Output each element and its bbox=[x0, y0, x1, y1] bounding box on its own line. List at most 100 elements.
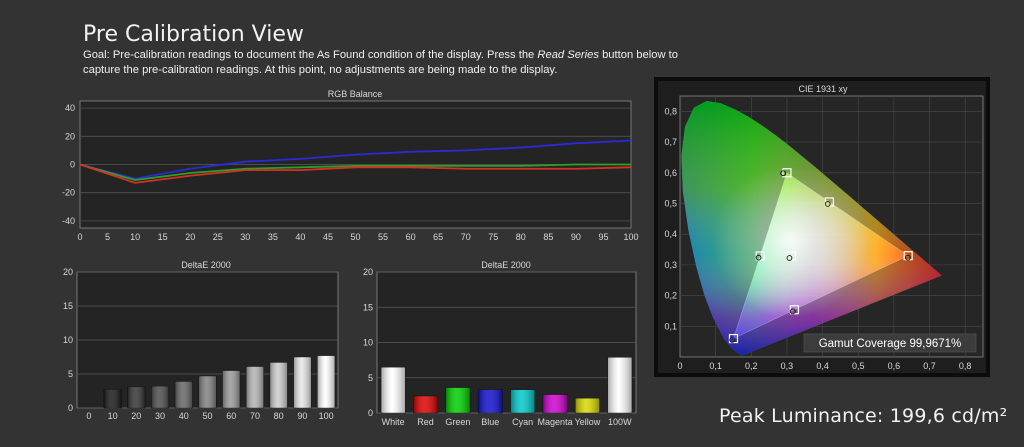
cie-measured-point bbox=[755, 254, 762, 261]
de2-xtick-label: Green bbox=[445, 417, 470, 427]
de1-bar-shade bbox=[293, 357, 312, 408]
de2-bar-shade bbox=[413, 396, 438, 413]
de1-bar-shade bbox=[103, 389, 122, 408]
de2-ytick-label: 0 bbox=[368, 408, 373, 418]
rgb-balance-title: RGB Balance bbox=[328, 89, 383, 99]
cie-title: CIE 1931 xy bbox=[798, 84, 848, 94]
rgb-xtick-label: 20 bbox=[185, 232, 195, 242]
de2-xtick-label: Cyan bbox=[512, 417, 533, 427]
de2-bar-shade bbox=[607, 357, 632, 413]
rgb-xtick-label: 15 bbox=[158, 232, 168, 242]
cie-ytick-label: 0,6 bbox=[664, 168, 677, 178]
rgb-xtick-label: 40 bbox=[295, 232, 305, 242]
cie-xtick-label: 0,5 bbox=[852, 361, 865, 371]
deltae-colors-title: DeltaE 2000 bbox=[481, 260, 531, 270]
cie-ytick-label: 0,7 bbox=[664, 137, 677, 147]
rgb-xtick-label: 10 bbox=[130, 232, 140, 242]
de1-xtick-label: 80 bbox=[274, 411, 284, 421]
rgb-ytick-label: 0 bbox=[70, 160, 75, 170]
de2-xtick-label: 100W bbox=[608, 417, 632, 427]
de1-xtick-label: 90 bbox=[297, 411, 307, 421]
rgb-xtick-label: 65 bbox=[433, 232, 443, 242]
rgb-xtick-label: 5 bbox=[105, 232, 110, 242]
cie-measured-point bbox=[729, 337, 736, 343]
rgb-xtick-label: 50 bbox=[350, 232, 360, 242]
page-title: Pre Calibration View bbox=[83, 22, 304, 47]
rgb-ytick-label: -20 bbox=[62, 188, 75, 198]
de2-bar-shade bbox=[445, 387, 471, 413]
cie-measured-point bbox=[905, 254, 911, 261]
cie-xtick-label: 0,8 bbox=[959, 361, 972, 371]
cie-xtick-label: 0,2 bbox=[745, 361, 758, 371]
de2-xtick-label: Magenta bbox=[538, 417, 573, 427]
rgb-xtick-label: 45 bbox=[323, 232, 333, 242]
de1-bar-shade bbox=[127, 386, 146, 408]
de2-ytick-label: 5 bbox=[368, 373, 373, 383]
de1-xtick-label: 60 bbox=[226, 411, 236, 421]
rgb-series-line-0 bbox=[79, 139, 632, 180]
de1-ytick-label: 15 bbox=[63, 301, 73, 311]
de1-xtick-label: 0 bbox=[86, 411, 91, 421]
rgb-xtick-label: 100 bbox=[623, 232, 638, 242]
de1-xtick-label: 70 bbox=[250, 411, 260, 421]
rgb-balance-chart: RGB Balance -40 -20 0 20 40 0 5 10 15 20 25 30 35 40 4… bbox=[62, 89, 639, 242]
de2-xtick-label: Red bbox=[417, 417, 434, 427]
de1-ytick-label: 0 bbox=[68, 403, 73, 413]
cie-xtick-label: 0,7 bbox=[923, 361, 936, 371]
cie-xtick-label: 0,3 bbox=[781, 361, 794, 371]
de1-ytick-label: 5 bbox=[68, 369, 73, 379]
cie-xtick-label: 0,1 bbox=[709, 361, 722, 371]
de1-bar-shade bbox=[269, 362, 288, 408]
cie-xtick-label: 0,4 bbox=[816, 361, 829, 371]
cie-xtick-label: 0,6 bbox=[888, 361, 901, 371]
cie-measured-point bbox=[789, 308, 796, 315]
cie-ytick-label: 0,1 bbox=[664, 321, 677, 331]
cie-locus-white bbox=[681, 101, 942, 356]
rgb-series-line-2 bbox=[79, 163, 632, 184]
de1-bar-shade bbox=[317, 355, 335, 408]
cie-ytick-label: 0,4 bbox=[664, 229, 677, 239]
cie-measured-point bbox=[786, 255, 793, 261]
rgb-series-line-1 bbox=[79, 163, 631, 181]
de1-xtick-label: 100 bbox=[319, 411, 334, 421]
goal-prefix: Goal: Pre-calibration readings to docume… bbox=[83, 49, 538, 61]
read-series-emphasis: Read Series bbox=[537, 49, 599, 61]
cie-ytick-label: 0,3 bbox=[664, 260, 677, 270]
de2-xtick-label: Blue bbox=[481, 417, 499, 427]
de1-bar-shade bbox=[246, 366, 264, 408]
de2-xtick-label: White bbox=[382, 417, 405, 427]
rgb-ytick-label: 40 bbox=[65, 103, 75, 113]
rgb-xtick-label: 25 bbox=[213, 232, 223, 242]
de2-ytick-label: 10 bbox=[363, 338, 373, 348]
rgb-xtick-label: 30 bbox=[240, 232, 250, 242]
de1-xtick-label: 40 bbox=[179, 411, 189, 421]
de2-ytick-label: 15 bbox=[363, 302, 373, 312]
de2-bar-shade bbox=[510, 389, 535, 413]
de1-ytick-label: 10 bbox=[63, 335, 73, 345]
de1-bar-shade bbox=[151, 386, 169, 408]
de2-xtick-label: Yellow bbox=[575, 417, 601, 427]
deltae-grayscale-chart: DeltaE 2000 0 5 10 15 20 0 10 20 30 40 50 60 70 80 90 1… bbox=[63, 260, 339, 421]
deltae-colors-chart: DeltaE 2000 0 5 10 15 20 White Red Green Blue Cya… bbox=[363, 260, 637, 427]
goal-text: Goal: Pre-calibration readings to docume… bbox=[83, 48, 703, 78]
cie-ytick-label: 0,5 bbox=[664, 198, 677, 208]
deltae-grayscale-title: DeltaE 2000 bbox=[181, 260, 231, 270]
goal-suffix: button below to capture the pre-calibrat… bbox=[83, 49, 678, 76]
cie-target-marker bbox=[728, 333, 739, 344]
rgb-xtick-label: 70 bbox=[461, 232, 471, 242]
cie-out-of-gamut-shade bbox=[681, 101, 942, 356]
rgb-xtick-label: 60 bbox=[406, 232, 416, 242]
rgb-xtick-label: 0 bbox=[77, 232, 82, 242]
de1-bar-shade bbox=[198, 376, 217, 408]
de1-bar-shade bbox=[222, 370, 241, 408]
rgb-xtick-label: 85 bbox=[543, 232, 553, 242]
de1-xtick-label: 50 bbox=[202, 411, 212, 421]
de2-bar-shade bbox=[478, 389, 503, 413]
cie-chart: CIE 1931 xy 0 0,1 0,2 0,3 0,4 0,5 0,6 0,7 0,8 0,1… bbox=[664, 84, 984, 371]
de2-ytick-label: 20 bbox=[363, 267, 373, 277]
rgb-ytick-label: 20 bbox=[65, 131, 75, 141]
de1-xtick-label: 10 bbox=[108, 411, 118, 421]
cie-measured-point bbox=[780, 170, 787, 177]
de2-bar-shade bbox=[381, 367, 406, 413]
